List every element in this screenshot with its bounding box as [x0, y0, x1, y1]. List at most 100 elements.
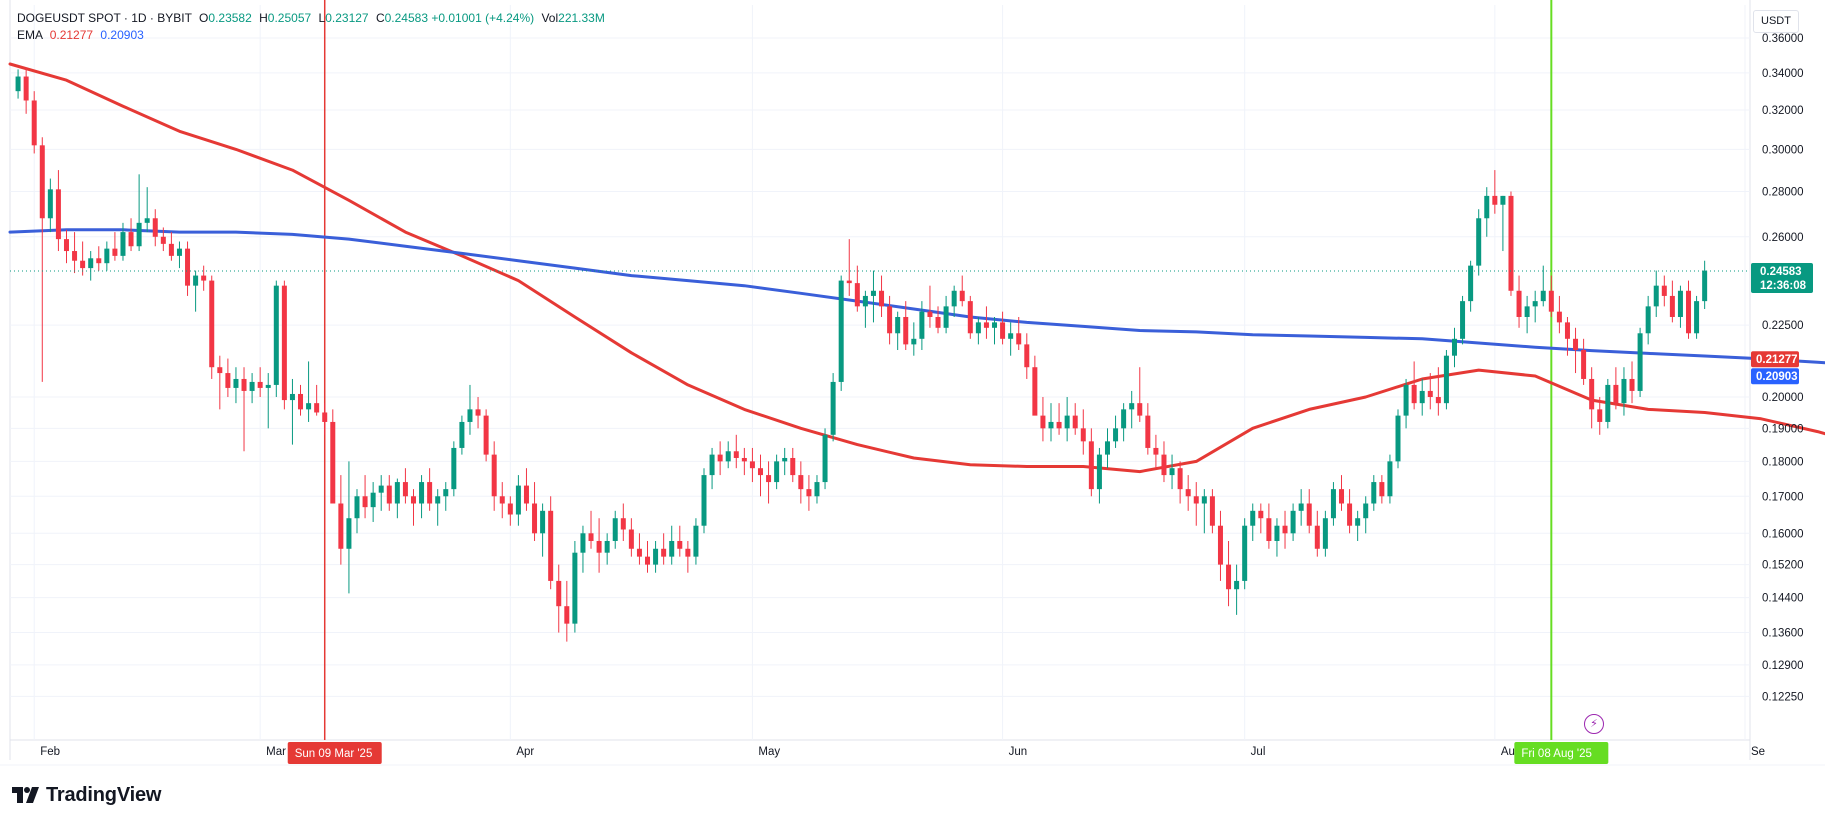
candle[interactable] [669, 525, 675, 565]
candle[interactable] [1492, 170, 1498, 214]
candle[interactable] [176, 241, 182, 269]
candle[interactable] [55, 170, 61, 252]
candle[interactable] [499, 482, 505, 519]
candle[interactable] [572, 540, 578, 633]
candles[interactable] [15, 67, 1708, 642]
candle[interactable] [1024, 333, 1030, 379]
candle[interactable] [1008, 322, 1014, 356]
candle[interactable] [1355, 510, 1361, 541]
candle[interactable] [410, 489, 416, 526]
ema-slow-line[interactable] [8, 228, 1825, 375]
candle[interactable] [1460, 295, 1466, 345]
candle[interactable] [1177, 461, 1183, 504]
candle[interactable] [935, 306, 941, 334]
candle[interactable] [370, 482, 376, 522]
candle[interactable] [1169, 454, 1175, 490]
candle[interactable] [677, 525, 683, 557]
candle[interactable] [217, 355, 223, 410]
candle[interactable] [862, 290, 868, 328]
candle[interactable] [96, 246, 102, 271]
candle[interactable] [1613, 367, 1619, 410]
candle[interactable] [645, 540, 651, 573]
candle[interactable] [1330, 482, 1336, 526]
candle[interactable] [144, 187, 150, 233]
candle[interactable] [733, 434, 739, 469]
candle[interactable] [281, 280, 287, 410]
candle[interactable] [1040, 397, 1046, 442]
candle[interactable] [338, 475, 344, 565]
candle[interactable] [1339, 475, 1345, 511]
candle[interactable] [1016, 316, 1022, 351]
candle[interactable] [895, 311, 901, 351]
candle[interactable] [983, 306, 989, 339]
candle[interactable] [491, 441, 497, 511]
candle[interactable] [1540, 265, 1546, 307]
candle[interactable] [1145, 403, 1151, 455]
candle[interactable] [1435, 367, 1441, 416]
candle[interactable] [467, 384, 473, 435]
candle[interactable] [273, 280, 279, 398]
candle[interactable] [838, 275, 844, 391]
candle[interactable] [927, 285, 933, 328]
candle[interactable] [1653, 270, 1659, 317]
ema-indicator-label[interactable]: EMA [17, 28, 43, 42]
ema-fast-line[interactable] [8, 62, 1825, 474]
candle[interactable] [1484, 187, 1490, 237]
candle[interactable] [814, 475, 820, 504]
candle[interactable] [1048, 403, 1054, 442]
candle[interactable] [1104, 428, 1110, 469]
candle[interactable] [879, 275, 885, 317]
candle[interactable] [31, 91, 37, 154]
candle[interactable] [1686, 280, 1692, 339]
candle[interactable] [1564, 316, 1570, 356]
candle[interactable] [741, 447, 747, 476]
candle[interactable] [1605, 378, 1611, 429]
candle[interactable] [104, 241, 110, 271]
candle[interactable] [798, 461, 804, 504]
candle[interactable] [160, 227, 166, 252]
candle[interactable] [1072, 403, 1078, 435]
candle[interactable] [830, 373, 836, 442]
candle[interactable] [427, 468, 433, 511]
candle[interactable] [1468, 260, 1474, 312]
candle[interactable] [1242, 518, 1248, 590]
candle[interactable] [201, 265, 207, 291]
candle[interactable] [636, 533, 642, 565]
candle[interactable] [1290, 503, 1296, 541]
candle[interactable] [1581, 338, 1587, 385]
candle[interactable] [128, 218, 134, 252]
candle[interactable] [1524, 295, 1530, 334]
candle[interactable] [959, 275, 965, 307]
candle[interactable] [1201, 489, 1207, 534]
candle[interactable] [112, 232, 118, 261]
candle[interactable] [870, 270, 876, 323]
candle[interactable] [475, 397, 481, 429]
candle[interactable] [1113, 415, 1119, 448]
candle[interactable] [1129, 390, 1135, 429]
candle[interactable] [1282, 510, 1288, 549]
candle[interactable] [588, 510, 594, 549]
candle[interactable] [766, 461, 772, 504]
candle[interactable] [1217, 510, 1223, 581]
candle[interactable] [1451, 327, 1457, 368]
candle[interactable] [1088, 428, 1094, 497]
candle[interactable] [265, 373, 271, 429]
candle[interactable] [1371, 475, 1377, 511]
candle[interactable] [435, 489, 441, 526]
candle[interactable] [532, 482, 538, 541]
candle[interactable] [806, 475, 812, 511]
candle[interactable] [628, 518, 634, 557]
candle[interactable] [1411, 361, 1417, 410]
candle[interactable] [1556, 295, 1562, 334]
candle[interactable] [193, 270, 199, 312]
candle[interactable] [523, 468, 529, 511]
candle[interactable] [1379, 475, 1385, 504]
candle[interactable] [1661, 275, 1667, 307]
candle[interactable] [1516, 275, 1522, 328]
candle[interactable] [1573, 327, 1579, 374]
candle[interactable] [1476, 209, 1482, 276]
candle[interactable] [919, 301, 925, 351]
candle[interactable] [1056, 403, 1062, 435]
candle[interactable] [717, 441, 723, 476]
candle[interactable] [459, 415, 465, 455]
